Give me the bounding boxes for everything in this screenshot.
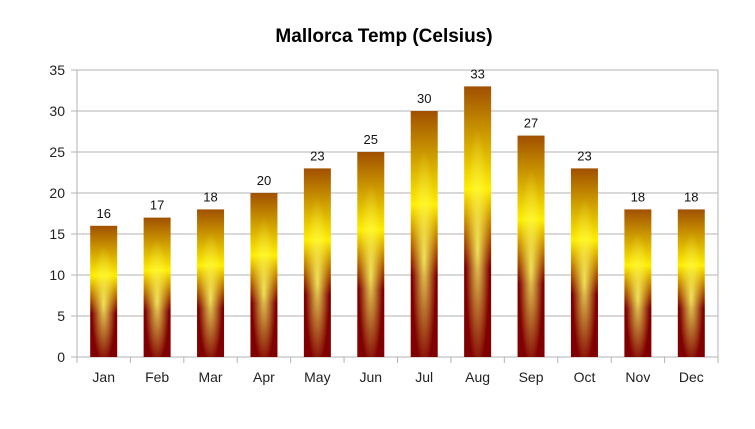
- x-axis-ticks: Jan Feb Mar Apr May Jun Jul Aug Sep Oct Nov Dec: [92, 369, 703, 385]
- data-label: 25: [364, 132, 378, 147]
- y-tick-label: 0: [57, 349, 65, 365]
- y-tick-label: 25: [49, 144, 65, 160]
- bar-glow-may: [303, 168, 331, 357]
- bar-glow-sep: [517, 135, 545, 357]
- x-tick-label: Nov: [625, 369, 650, 385]
- x-tick-label: Sep: [519, 369, 544, 385]
- y-tick-label: 20: [49, 185, 65, 201]
- bar-glow-oct: [570, 168, 598, 357]
- x-tick-label: Mar: [198, 369, 222, 385]
- bar-glow-feb: [143, 217, 171, 357]
- data-label: 18: [203, 189, 217, 204]
- bar-glow-aug: [464, 86, 492, 358]
- x-tick-label: Feb: [145, 369, 169, 385]
- data-labels: 16 17 18 20 23 25 30 33 27 23 18 18: [96, 66, 698, 220]
- bar-glow-apr: [250, 193, 278, 357]
- data-label: 16: [96, 206, 110, 221]
- bar-glow-mar: [197, 209, 225, 357]
- data-label: 33: [470, 66, 484, 81]
- bar-glow-nov: [624, 209, 652, 357]
- data-label: 27: [524, 116, 538, 131]
- x-tick-label: Aug: [465, 369, 490, 385]
- data-label: 30: [417, 91, 431, 106]
- bar-glow-jul: [410, 111, 438, 357]
- x-tick-label: Apr: [253, 369, 275, 385]
- x-tick-label: Jun: [360, 369, 383, 385]
- bar-glow-jan: [90, 225, 118, 357]
- bars: [90, 86, 705, 358]
- y-tick-label: 5: [57, 308, 65, 324]
- y-axis-ticks: 0 5 10 15 20 25 30 35: [49, 62, 65, 365]
- bar-glow-jun: [357, 152, 385, 357]
- x-tick-label: Dec: [679, 369, 704, 385]
- x-tick-label: Jan: [92, 369, 115, 385]
- axes: [71, 69, 719, 363]
- chart-title: Mallorca Temp (Celsius): [275, 26, 492, 47]
- y-tick-label: 10: [49, 267, 65, 283]
- y-tick-label: 30: [49, 103, 65, 119]
- data-label: 18: [684, 189, 698, 204]
- y-tick-label: 35: [49, 62, 65, 78]
- data-label: 17: [150, 198, 164, 213]
- data-label: 23: [310, 148, 324, 163]
- data-label: 18: [631, 189, 645, 204]
- data-label: 23: [577, 148, 591, 163]
- y-tick-label: 15: [49, 226, 65, 242]
- bar-glow-dec: [677, 209, 705, 357]
- gridlines: [77, 69, 718, 358]
- x-tick-label: May: [304, 369, 330, 385]
- x-tick-label: Oct: [574, 369, 596, 385]
- data-label: 20: [257, 173, 271, 188]
- x-tick-label: Jul: [415, 369, 433, 385]
